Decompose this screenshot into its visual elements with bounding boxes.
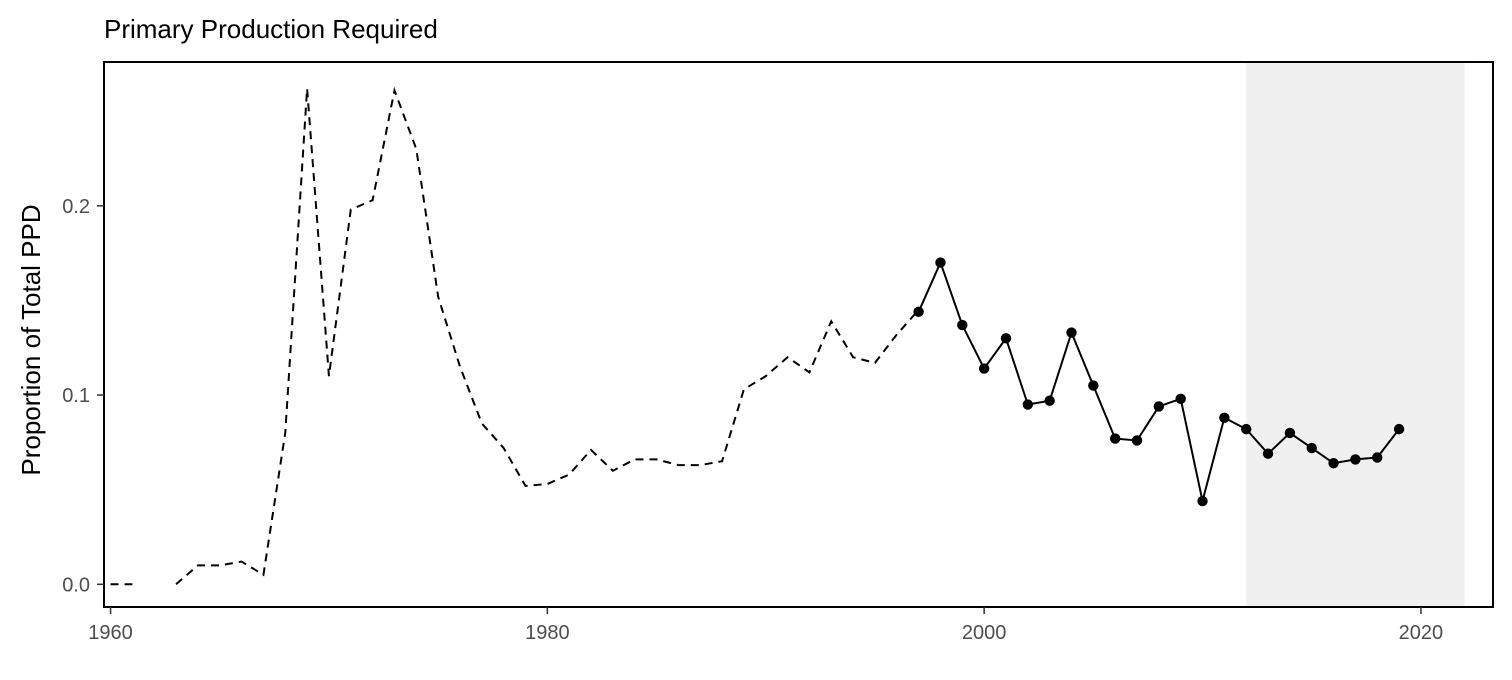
data-point-2018 — [1372, 452, 1383, 463]
data-points — [913, 257, 1405, 507]
x-tick-label-1960: 1960 — [88, 622, 133, 644]
data-point-2001 — [1000, 333, 1012, 344]
x-tick-label-1980: 1980 — [525, 622, 570, 644]
data-point-2005 — [1088, 380, 1099, 391]
x-axis-ticks: 1960 1980 2000 2020 — [88, 607, 1443, 644]
data-point-2000 — [978, 363, 990, 374]
data-point-2013 — [1262, 448, 1274, 459]
data-point-2016 — [1328, 457, 1339, 469]
data-point-1997 — [913, 306, 924, 317]
data-point-2014 — [1284, 427, 1296, 439]
chart-title: Primary Production Required — [104, 14, 438, 44]
x-tick-label-2000: 2000 — [962, 622, 1007, 644]
data-lines — [110, 86, 1400, 586]
y-tick-label-0: 0.0 — [62, 574, 90, 596]
data-point-2004 — [1066, 327, 1077, 338]
data-point-2002 — [1022, 399, 1034, 410]
data-point-1999 — [957, 319, 968, 331]
projection-shaded-region — [1246, 62, 1465, 607]
data-point-2003 — [1044, 395, 1055, 406]
data-point-2007 — [1131, 435, 1143, 446]
data-point-2011 — [1219, 412, 1230, 423]
data-point-2010 — [1197, 495, 1208, 507]
dashed-series-line-1 — [175, 86, 920, 586]
data-point-2006 — [1109, 433, 1121, 444]
y-axis-ticks: 0.0 0.1 0.2 — [62, 196, 104, 596]
plot-panel-border — [103, 61, 1494, 608]
y-tick-label-2: 0.2 — [62, 196, 90, 218]
data-point-2008 — [1153, 401, 1165, 412]
data-point-2015 — [1306, 442, 1317, 454]
data-point-2019 — [1393, 423, 1405, 435]
x-tick-label-2020: 2020 — [1399, 622, 1444, 644]
y-tick-label-1: 0.1 — [62, 385, 90, 407]
data-point-2012 — [1241, 423, 1252, 435]
data-point-2017 — [1350, 454, 1361, 465]
data-point-1998 — [935, 257, 946, 268]
data-point-2009 — [1175, 393, 1186, 405]
y-axis-label: Proportion of Total PPD — [16, 204, 46, 475]
